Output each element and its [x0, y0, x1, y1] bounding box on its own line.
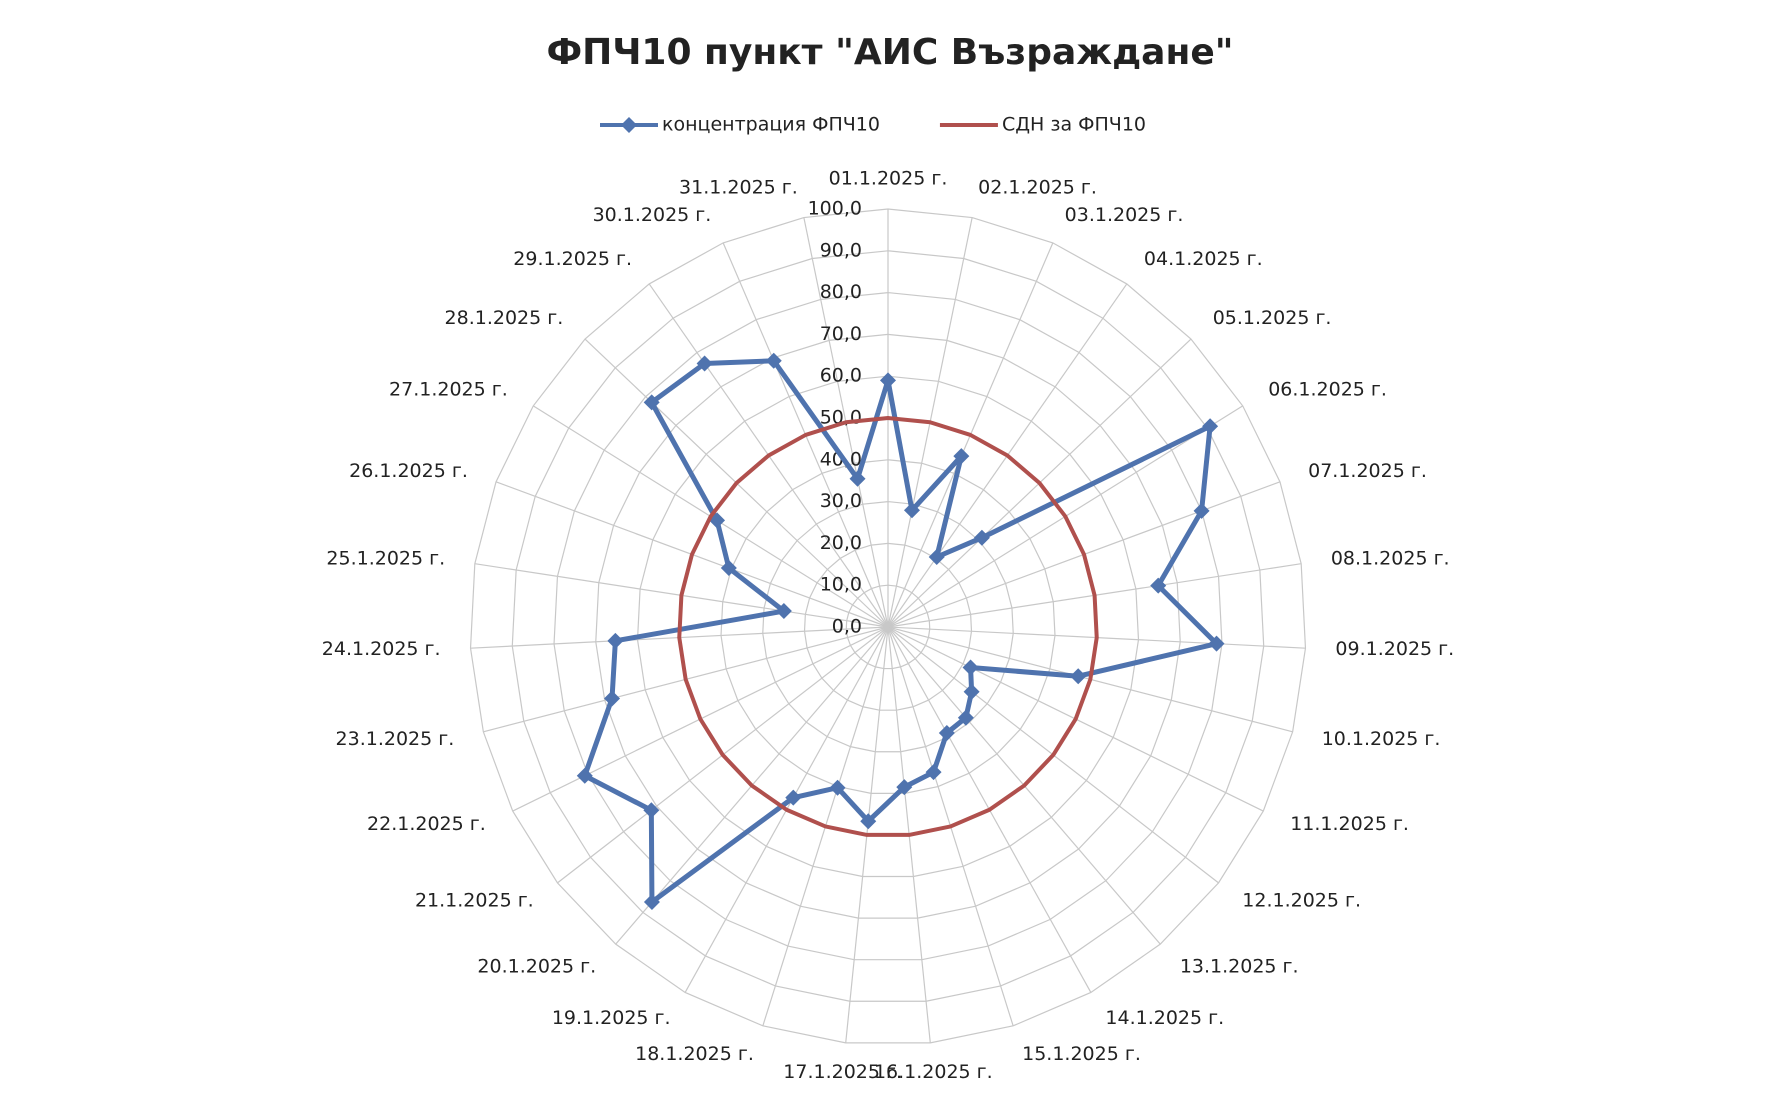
data-point — [607, 632, 624, 649]
data-point — [643, 394, 660, 411]
category-label: 22.1.2025 г. — [367, 813, 486, 835]
grid-ring — [469, 208, 1307, 1044]
data-point — [938, 724, 955, 741]
series-line — [677, 416, 1099, 837]
data-point — [765, 352, 782, 369]
data-point — [775, 603, 792, 620]
r-tick-label: 30,0 — [820, 490, 862, 512]
grid-ring — [595, 333, 1181, 919]
r-tick-label: 80,0 — [820, 281, 862, 303]
category-label: 07.1.2025 г. — [1308, 460, 1427, 482]
category-label: 09.1.2025 г. — [1335, 638, 1454, 660]
data-point — [896, 779, 913, 796]
category-label: 29.1.2025 г. — [513, 248, 632, 270]
data-point — [1208, 635, 1225, 652]
data-point — [643, 893, 660, 910]
data-point — [1070, 668, 1087, 685]
category-label: 06.1.2025 г. — [1268, 379, 1387, 401]
category-label: 28.1.2025 г. — [445, 307, 564, 329]
category-label: 14.1.2025 г. — [1105, 1007, 1224, 1029]
data-point — [849, 470, 866, 487]
category-label: 27.1.2025 г. — [389, 379, 508, 401]
category-label: 04.1.2025 г. — [1144, 248, 1263, 270]
r-tick-label: 90,0 — [820, 239, 862, 261]
r-tick-label: 0,0 — [832, 616, 862, 638]
data-point — [963, 683, 980, 700]
grid-ring — [720, 459, 1056, 794]
category-label: 01.1.2025 г. — [829, 168, 948, 190]
data-point — [829, 779, 846, 796]
r-tick-label: 60,0 — [820, 365, 862, 387]
category-label: 31.1.2025 г. — [679, 177, 798, 199]
category-label: 30.1.2025 г. — [593, 204, 712, 226]
data-point — [962, 659, 979, 676]
chart-title: ФПЧ10 пункт "АИС Възраждане" — [546, 32, 1233, 73]
data-point — [1150, 577, 1167, 594]
data-point — [696, 355, 713, 372]
data-point — [1202, 418, 1219, 435]
series-line — [582, 358, 1220, 905]
category-label: 13.1.2025 г. — [1180, 955, 1299, 977]
r-tick-label: 20,0 — [820, 532, 862, 554]
category-label: 18.1.2025 г. — [635, 1043, 754, 1065]
legend-label: концентрация ФПЧ10 — [662, 114, 880, 136]
data-point — [643, 802, 660, 819]
data-point — [880, 372, 896, 389]
category-label: 02.1.2025 г. — [978, 177, 1097, 199]
grid-ring — [762, 500, 1014, 753]
category-label: 25.1.2025 г. — [326, 548, 445, 570]
data-point — [1193, 502, 1210, 519]
category-label: 17.1.2025 г. — [783, 1061, 902, 1083]
category-label: 12.1.2025 г. — [1242, 890, 1361, 912]
r-tick-label: 100,0 — [808, 198, 862, 220]
category-label: 15.1.2025 г. — [1022, 1043, 1141, 1065]
category-label: 23.1.2025 г. — [336, 728, 455, 750]
data-point — [785, 789, 802, 806]
data-point — [576, 767, 593, 784]
category-label: 08.1.2025 г. — [1331, 548, 1450, 570]
category-label: 10.1.2025 г. — [1322, 728, 1441, 750]
category-label: 11.1.2025 г. — [1290, 813, 1409, 835]
category-label: 21.1.2025 г. — [415, 890, 534, 912]
legend-marker — [621, 117, 637, 133]
data-point — [604, 690, 621, 707]
grid-ring — [553, 291, 1223, 961]
data-point — [720, 560, 737, 577]
category-label: 19.1.2025 г. — [552, 1007, 671, 1029]
data-point — [928, 549, 945, 566]
data-point — [957, 709, 974, 726]
category-label: 24.1.2025 г. — [322, 638, 441, 660]
r-tick-label: 10,0 — [820, 574, 862, 596]
data-point — [903, 502, 920, 519]
category-label: 20.1.2025 г. — [477, 955, 596, 977]
data-point — [860, 813, 877, 830]
category-label: 16.1.2025 г. — [874, 1061, 993, 1083]
grid-ring — [511, 250, 1265, 1002]
legend-label: СДН за ФПЧ10 — [1002, 114, 1146, 136]
grid-ring — [636, 375, 1140, 878]
data-point — [953, 448, 970, 465]
r-tick-label: 70,0 — [820, 323, 862, 345]
category-label: 03.1.2025 г. — [1065, 204, 1184, 226]
category-label: 05.1.2025 г. — [1213, 307, 1332, 329]
grid-ring — [803, 542, 973, 711]
category-label: 26.1.2025 г. — [349, 460, 468, 482]
data-point — [925, 764, 942, 781]
data-point — [973, 529, 990, 546]
grid-ring — [845, 584, 931, 670]
